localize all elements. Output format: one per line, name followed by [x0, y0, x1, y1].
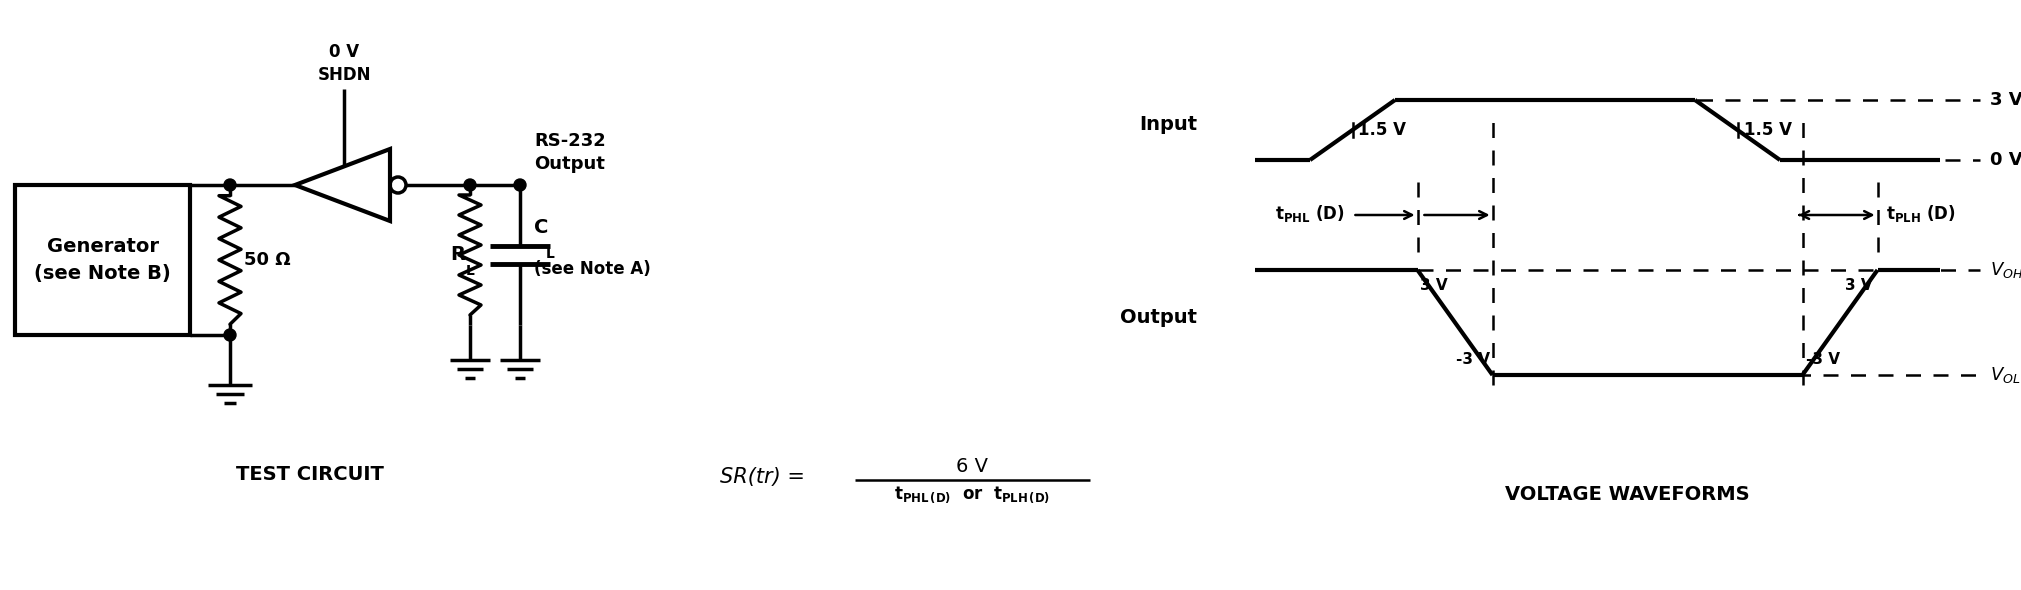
Text: RS-232
Output: RS-232 Output: [534, 132, 606, 173]
Text: 1.5 V: 1.5 V: [1358, 121, 1407, 139]
Text: 3 V: 3 V: [1991, 91, 2021, 109]
Text: TEST CIRCUIT: TEST CIRCUIT: [236, 466, 384, 484]
Text: Generator
(see Note B): Generator (see Note B): [34, 237, 172, 284]
Text: $\mathbf{t_{PLH}}$ (D): $\mathbf{t_{PLH}}$ (D): [1886, 202, 1954, 224]
Text: $V_{OH}$: $V_{OH}$: [1991, 260, 2021, 280]
Text: Output: Output: [1120, 308, 1196, 327]
Text: 0 V
SHDN: 0 V SHDN: [317, 43, 372, 84]
Text: 6 V: 6 V: [956, 457, 988, 476]
Text: L: L: [546, 247, 556, 261]
Text: 3 V: 3 V: [1845, 278, 1873, 293]
Circle shape: [513, 179, 525, 191]
Text: $\mathbf{t_{PHL}}$ (D): $\mathbf{t_{PHL}}$ (D): [1275, 202, 1344, 224]
Text: $V_{OL}$: $V_{OL}$: [1991, 365, 2021, 385]
Text: -3 V: -3 V: [1805, 352, 1839, 367]
Text: Input: Input: [1140, 116, 1196, 135]
Bar: [14, 185, 190, 335]
Text: L: L: [467, 264, 475, 278]
Text: VOLTAGE WAVEFORMS: VOLTAGE WAVEFORMS: [1506, 486, 1750, 504]
Text: C: C: [534, 218, 548, 237]
Text: (see Note A): (see Note A): [534, 260, 651, 278]
Circle shape: [224, 179, 236, 191]
Text: SR(tr) =: SR(tr) =: [719, 467, 804, 487]
Text: -3 V: -3 V: [1455, 352, 1489, 367]
Text: 3 V: 3 V: [1421, 278, 1449, 293]
Circle shape: [465, 179, 477, 191]
Text: R: R: [451, 245, 465, 264]
Circle shape: [224, 329, 236, 341]
Text: 1.5 V: 1.5 V: [1744, 121, 1791, 139]
Text: 50 Ω: 50 Ω: [245, 251, 291, 269]
Text: $\mathbf{t}_{\mathbf{PHL\,(D)}}$  or  $\mathbf{t}_{\mathbf{PLH\,(D)}}$: $\mathbf{t}_{\mathbf{PHL\,(D)}}$ or $\ma…: [895, 484, 1051, 504]
Text: 0 V: 0 V: [1991, 151, 2021, 169]
